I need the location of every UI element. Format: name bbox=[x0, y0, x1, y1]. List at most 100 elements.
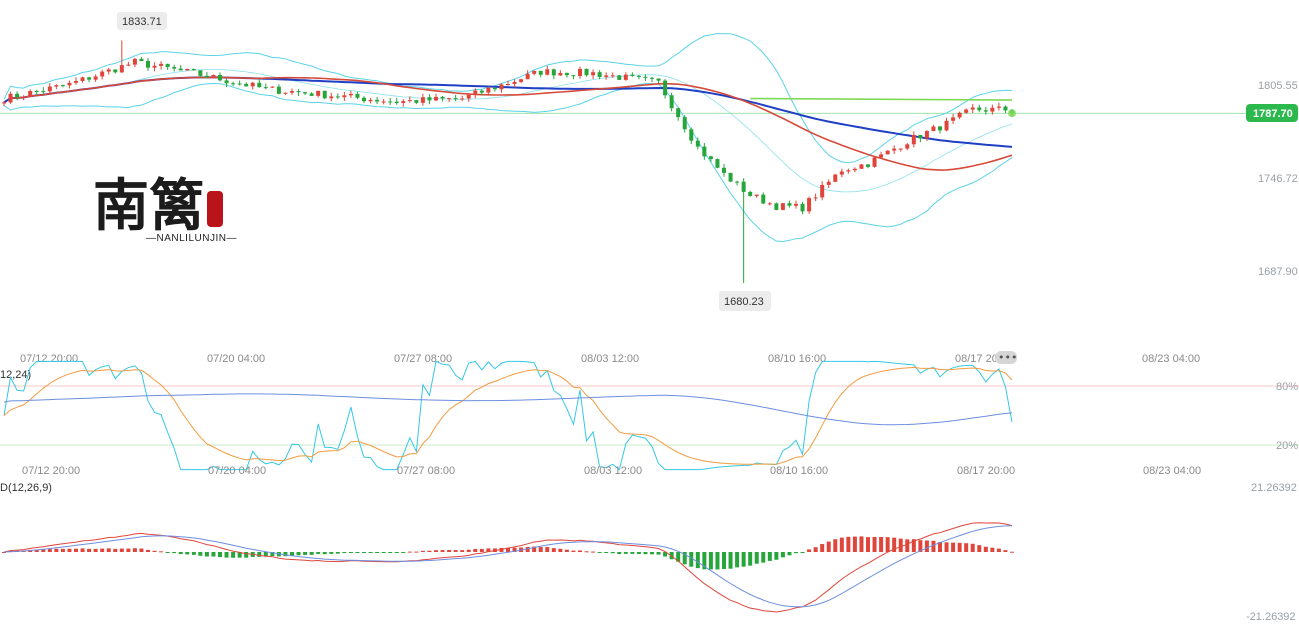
macd-bar bbox=[892, 537, 897, 552]
macd-bar bbox=[774, 552, 779, 560]
candle-body bbox=[820, 184, 825, 198]
candle-body bbox=[427, 97, 432, 101]
macd-bar bbox=[623, 552, 628, 554]
candle-body bbox=[414, 100, 419, 103]
macd-bar bbox=[512, 547, 517, 552]
time-label: 08/03 12:00 bbox=[581, 353, 639, 365]
dots-button[interactable] bbox=[995, 351, 1017, 364]
macd-bar bbox=[342, 552, 347, 554]
candle-body bbox=[204, 75, 209, 78]
candle-body bbox=[872, 157, 877, 167]
logo-calligraphy: 南篱 bbox=[93, 173, 205, 239]
candle-body bbox=[545, 69, 550, 75]
candle-body bbox=[695, 140, 700, 147]
macd-bar bbox=[420, 550, 425, 552]
macd-bar bbox=[650, 552, 654, 555]
macd-bar bbox=[970, 543, 975, 552]
macd-bar bbox=[957, 542, 962, 552]
time-axis-upper: 07/12 20:00 07/20 04:00 07/27 08:00 08/0… bbox=[20, 351, 1200, 365]
candle-body bbox=[15, 93, 20, 98]
candle-body bbox=[257, 82, 262, 88]
macd-bar bbox=[348, 552, 353, 553]
macd-bar bbox=[656, 552, 661, 555]
candle-body bbox=[368, 99, 373, 102]
macd-bar bbox=[813, 547, 818, 552]
macd-bar bbox=[152, 550, 157, 552]
candle-body bbox=[492, 87, 497, 90]
macd-bar bbox=[551, 548, 556, 552]
macd-bar bbox=[839, 537, 844, 552]
macd-bar bbox=[486, 548, 491, 552]
candle-body bbox=[93, 76, 98, 80]
high-marker-box bbox=[117, 12, 167, 30]
price-axis-tick: 1805.55 bbox=[1258, 80, 1298, 92]
macd-bar bbox=[852, 536, 857, 552]
time-label: 08/10 16:00 bbox=[770, 465, 828, 477]
candle-body bbox=[100, 71, 105, 77]
candle-body bbox=[983, 110, 988, 112]
macd-bar bbox=[1003, 550, 1008, 552]
macd-bar bbox=[309, 552, 314, 555]
macd-bar bbox=[564, 549, 569, 552]
time-label: 07/20 04:00 bbox=[208, 465, 266, 477]
macd-bar bbox=[198, 552, 203, 556]
time-label: 08/23 04:00 bbox=[1143, 465, 1201, 477]
candle-body bbox=[584, 68, 589, 76]
kdj-level-label: 20% bbox=[1276, 440, 1298, 452]
macd-bar bbox=[74, 548, 78, 552]
macd-bar bbox=[643, 552, 648, 555]
candle-body bbox=[407, 100, 412, 102]
macd-bar bbox=[682, 552, 687, 565]
macd-bar bbox=[911, 539, 916, 552]
candle-body bbox=[761, 194, 766, 204]
last-price-badge bbox=[1246, 104, 1298, 122]
macd-bar bbox=[165, 552, 170, 553]
candle-body bbox=[362, 97, 366, 102]
candle-body bbox=[185, 69, 190, 71]
candle-body bbox=[702, 146, 707, 157]
candle-body bbox=[610, 75, 615, 77]
macd-bar bbox=[427, 550, 432, 552]
macd-bar bbox=[800, 552, 805, 553]
candle-body bbox=[381, 101, 386, 103]
macd-bar bbox=[722, 552, 726, 570]
candle-body bbox=[551, 69, 556, 76]
candle-body bbox=[296, 91, 301, 93]
kdj-lines bbox=[3, 360, 1013, 471]
candle-body bbox=[263, 87, 268, 89]
macd-bar bbox=[689, 552, 694, 567]
candlesticks bbox=[2, 40, 1016, 284]
macd-bar bbox=[2, 552, 6, 553]
macd-bar bbox=[303, 552, 308, 555]
macd-bar bbox=[355, 552, 360, 553]
candle-body bbox=[322, 90, 327, 99]
macd-bar bbox=[368, 552, 373, 553]
macd-bar bbox=[224, 552, 229, 558]
macd-bar bbox=[983, 546, 988, 552]
macd-bar bbox=[977, 545, 982, 552]
macd-bar bbox=[735, 552, 740, 568]
macd-bar bbox=[231, 552, 236, 558]
macd-bar bbox=[826, 541, 831, 552]
candle-body bbox=[774, 203, 779, 210]
ma-short-line bbox=[750, 97, 1013, 101]
macd-bar bbox=[119, 548, 124, 552]
macd-bar bbox=[794, 552, 798, 554]
candle-body bbox=[54, 85, 59, 87]
macd-bar bbox=[944, 542, 949, 552]
candle-body bbox=[879, 154, 884, 158]
watermark-logo: 南篱 —NANLILUNJIN— bbox=[93, 173, 236, 244]
candle-body bbox=[578, 68, 582, 76]
macd-bar bbox=[918, 540, 923, 552]
high-marker-label: 1833.71 bbox=[122, 16, 162, 28]
candle-body bbox=[957, 112, 962, 118]
boll-upper bbox=[3, 32, 1013, 164]
time-label: 07/27 08:00 bbox=[394, 353, 452, 365]
price-axis-tick: 1746.72 bbox=[1258, 173, 1298, 185]
macd-bar bbox=[872, 536, 877, 552]
macd-bar bbox=[905, 539, 910, 552]
candle-body bbox=[722, 167, 726, 173]
macd-bar bbox=[951, 542, 956, 552]
candle-body bbox=[715, 159, 720, 168]
candle-body bbox=[60, 85, 65, 87]
